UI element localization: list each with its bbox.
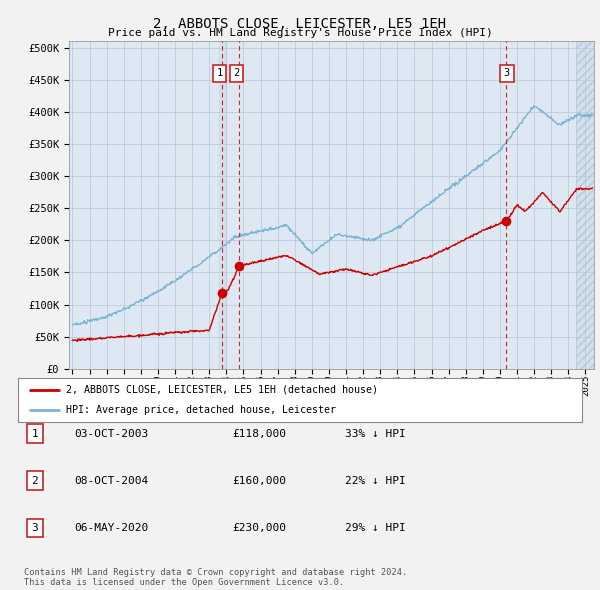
Text: £118,000: £118,000 (232, 429, 286, 438)
Text: Contains HM Land Registry data © Crown copyright and database right 2024.
This d: Contains HM Land Registry data © Crown c… (24, 568, 407, 587)
Text: HPI: Average price, detached house, Leicester: HPI: Average price, detached house, Leic… (66, 405, 336, 415)
Text: £160,000: £160,000 (232, 476, 286, 486)
Text: Price paid vs. HM Land Registry's House Price Index (HPI): Price paid vs. HM Land Registry's House … (107, 28, 493, 38)
Text: 3: 3 (32, 523, 38, 533)
Text: 06-MAY-2020: 06-MAY-2020 (74, 523, 149, 533)
Bar (220, 41, 226, 369)
Text: £230,000: £230,000 (232, 523, 286, 533)
Text: 29% ↓ HPI: 29% ↓ HPI (345, 523, 406, 533)
Text: 3: 3 (503, 68, 510, 78)
Text: 08-OCT-2004: 08-OCT-2004 (74, 476, 149, 486)
Text: 2, ABBOTS CLOSE, LEICESTER, LE5 1EH (detached house): 2, ABBOTS CLOSE, LEICESTER, LE5 1EH (det… (66, 385, 378, 395)
Text: 2: 2 (233, 68, 240, 78)
Text: 33% ↓ HPI: 33% ↓ HPI (345, 429, 406, 438)
Text: 2: 2 (32, 476, 38, 486)
Text: 22% ↓ HPI: 22% ↓ HPI (345, 476, 406, 486)
Text: 1: 1 (217, 68, 223, 78)
Text: 1: 1 (32, 429, 38, 438)
Text: 2, ABBOTS CLOSE, LEICESTER, LE5 1EH: 2, ABBOTS CLOSE, LEICESTER, LE5 1EH (154, 17, 446, 31)
Text: 03-OCT-2003: 03-OCT-2003 (74, 429, 149, 438)
